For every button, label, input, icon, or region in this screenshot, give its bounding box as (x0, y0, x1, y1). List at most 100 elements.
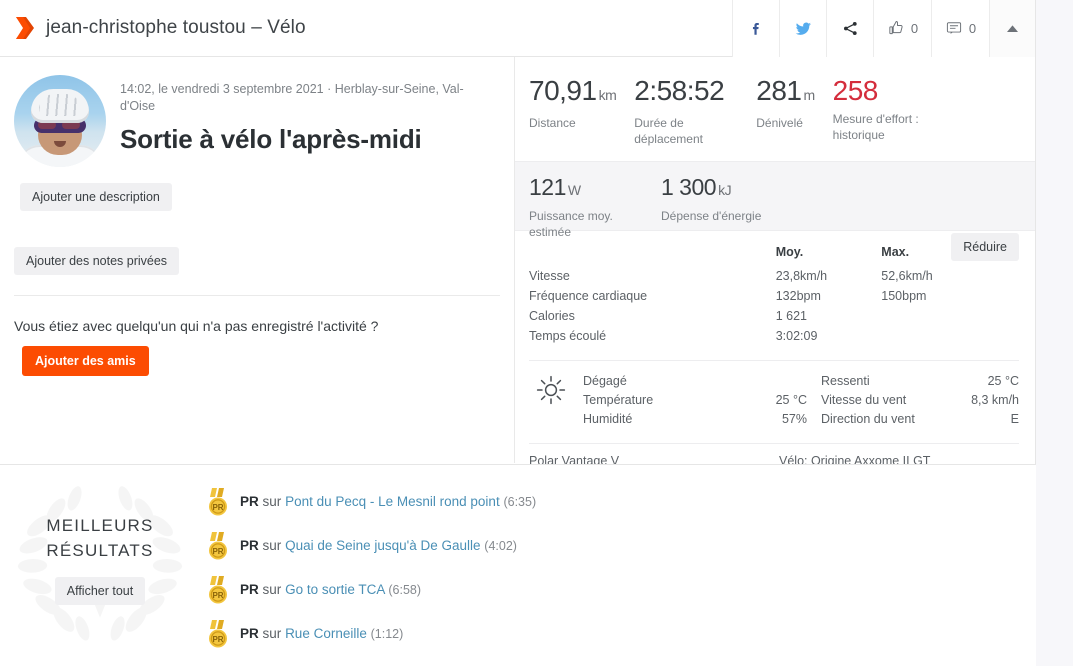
achievements-title-line1: MEILLEURS (46, 515, 154, 535)
avatar[interactable] (14, 75, 106, 167)
pr-medal-icon: PR (209, 532, 227, 560)
sun-icon (536, 375, 566, 405)
friends-question: Vous étiez avec quelqu'un qui n'a pas en… (14, 318, 379, 334)
table-row: Vitesse 23,8km/h 52,6km/h (529, 266, 1019, 286)
row-avg-elapsed: 3:02:09 (775, 329, 818, 343)
svg-text:PR: PR (212, 503, 223, 512)
table-row: Fréquence cardiaque 132bpm 150bpm (529, 286, 1019, 306)
stat-elevation: 281 m Dénivelé (756, 75, 815, 147)
weather-humidity-value: 57% (781, 412, 807, 426)
pr-medal-icon: PR (209, 488, 227, 516)
show-all-button[interactable]: Afficher tout (54, 576, 146, 605)
add-friends-block: Vous étiez avec quelqu'un qui n'a pas en… (0, 296, 514, 376)
stat-distance-value: 70,91 km (529, 75, 617, 106)
achievement-text: PR sur Rue Corneille (1:12) (240, 625, 403, 643)
gear-divider (529, 443, 1019, 444)
weather-feelslike-value: 25 °C (987, 374, 1019, 388)
comment-button[interactable]: 0 (931, 0, 989, 57)
weather-columns: Dégagé Température 25 °C Humidité 57% (583, 372, 1019, 429)
stat-energy: 1 300 kJ Dépense d'énergie (661, 174, 761, 223)
weather-left-column: Dégagé Température 25 °C Humidité 57% (583, 372, 821, 429)
stat-moving-time-value: 2:58:52 (634, 75, 725, 106)
weather-windspeed-row: Vitesse du vent 8,3 km/h (821, 391, 1019, 410)
segment-link[interactable]: Rue Corneille (285, 626, 367, 641)
activity-left-panel: 14:02, le vendredi 3 septembre 2021 · He… (0, 57, 515, 463)
kudos-count: 0 (910, 20, 919, 36)
private-notes-area: Ajouter des notes privées (0, 247, 514, 275)
avatar-jersey (18, 145, 102, 167)
left-divider (14, 295, 500, 296)
row-max-elapsed (881, 326, 1019, 346)
list-item: PR PR sur Rue Corneille (1:12) (206, 619, 1036, 649)
share-icon (843, 21, 857, 35)
achievements-title-line2: RÉSULTATS (46, 540, 154, 560)
chevron-up-icon (1007, 24, 1018, 32)
stat-effort-label: Mesure d'effort : historique (832, 112, 919, 142)
row-avg-heartrate: 132bpm (775, 289, 821, 303)
activity-body: 14:02, le vendredi 3 septembre 2021 · He… (0, 57, 1035, 468)
row-max-speed: 52,6km/h (881, 269, 933, 283)
achievement-preposition: sur (262, 626, 282, 641)
stat-distance-label: Distance (529, 116, 576, 130)
achievements-title-block: MEILLEURS RÉSULTATS Afficher tout (0, 465, 200, 666)
stat-elevation-value: 281 m (756, 75, 815, 106)
add-friends-button[interactable]: Ajouter des amis (22, 346, 149, 376)
share-button[interactable] (826, 0, 873, 57)
weather-block: Dégagé Température 25 °C Humidité 57% (515, 361, 1035, 429)
weather-temperature-value: 25 °C (775, 393, 807, 407)
col-header-avg: Moy. (775, 245, 804, 259)
weather-winddirection-label: Direction du vent (821, 412, 915, 426)
svg-text:PR: PR (212, 635, 223, 644)
detail-stats-table-wrap: Réduire Moy. Max. Vitesse 23,8km/h (515, 231, 1035, 346)
col-header-max: Max. (881, 245, 910, 259)
weather-windspeed-label: Vitesse du vent (821, 393, 907, 407)
comment-count: 0 (968, 20, 977, 36)
table-row: Calories 1 621 (529, 306, 1019, 326)
weather-right-column: Ressenti 25 °C Vitesse du vent 8,3 km/h … (821, 372, 1019, 429)
segment-time: (1:12) (370, 627, 404, 641)
avatar-mouth (54, 141, 66, 147)
kudos-button[interactable]: 0 (873, 0, 931, 57)
weather-feelslike-row: Ressenti 25 °C (821, 372, 1019, 391)
header-actions: 0 0 (732, 0, 1035, 57)
svg-text:PR: PR (212, 591, 223, 600)
pr-badge-label: PR (240, 626, 259, 641)
svg-text:PR: PR (212, 547, 223, 556)
laurel-wreath-icon (17, 486, 183, 641)
segment-link[interactable]: Pont du Pecq - Le Mesnil rond point (285, 494, 500, 509)
achievements-list: PR PR sur Pont du Pecq - Le Mesnil rond … (200, 465, 1036, 666)
table-header-row: Moy. Max. (529, 241, 1019, 266)
row-label-heartrate: Fréquence cardiaque (529, 289, 648, 303)
achievement-text: PR sur Pont du Pecq - Le Mesnil rond poi… (240, 493, 536, 511)
segment-link[interactable]: Go to sortie TCA (285, 582, 385, 597)
thumbs-up-icon (889, 20, 903, 35)
stat-energy-label: Dépense d'énergie (661, 209, 762, 223)
segment-link[interactable]: Quai de Seine jusqu'à De Gaulle (285, 538, 481, 553)
stat-moving-time: 2:58:52 Durée de déplacement (634, 75, 738, 147)
col-header-blank (529, 241, 776, 266)
add-private-notes-button[interactable]: Ajouter des notes privées (14, 247, 180, 275)
weather-winddirection-value: E (1010, 412, 1019, 426)
achievement-preposition: sur (262, 538, 282, 553)
activity-right-panel: 70,91 km Distance 2:58:52 Durée de déplac… (515, 57, 1035, 468)
reduce-button[interactable]: Réduire (951, 233, 1019, 261)
weather-humidity-row: Humidité 57% (583, 410, 821, 429)
row-avg-speed: 23,8km/h (775, 269, 828, 283)
stat-power-label: Puissance moy. estimée (529, 209, 613, 239)
table-row: Temps écoulé 3:02:09 (529, 326, 1019, 346)
secondary-stats: 121 W Puissance moy. estimée 1 300 kJ Dépe… (515, 161, 1035, 239)
weather-condition-row: Dégagé (583, 372, 821, 391)
add-description-button[interactable]: Ajouter une description (20, 183, 172, 211)
weather-condition: Dégagé (583, 374, 627, 388)
stat-energy-value: 1 300 kJ (661, 174, 732, 200)
segment-time: (6:58) (388, 583, 422, 597)
row-max-calories (881, 306, 1019, 326)
activity-header-block: 14:02, le vendredi 3 septembre 2021 · He… (0, 57, 514, 167)
collapse-button[interactable] (989, 0, 1035, 57)
row-label-elapsed: Temps écoulé (529, 329, 607, 343)
pr-badge-label: PR (240, 582, 259, 597)
facebook-share-button[interactable] (732, 0, 779, 57)
weather-feelslike-label: Ressenti (821, 374, 870, 388)
stat-distance: 70,91 km Distance (529, 75, 617, 147)
twitter-share-button[interactable] (779, 0, 826, 57)
